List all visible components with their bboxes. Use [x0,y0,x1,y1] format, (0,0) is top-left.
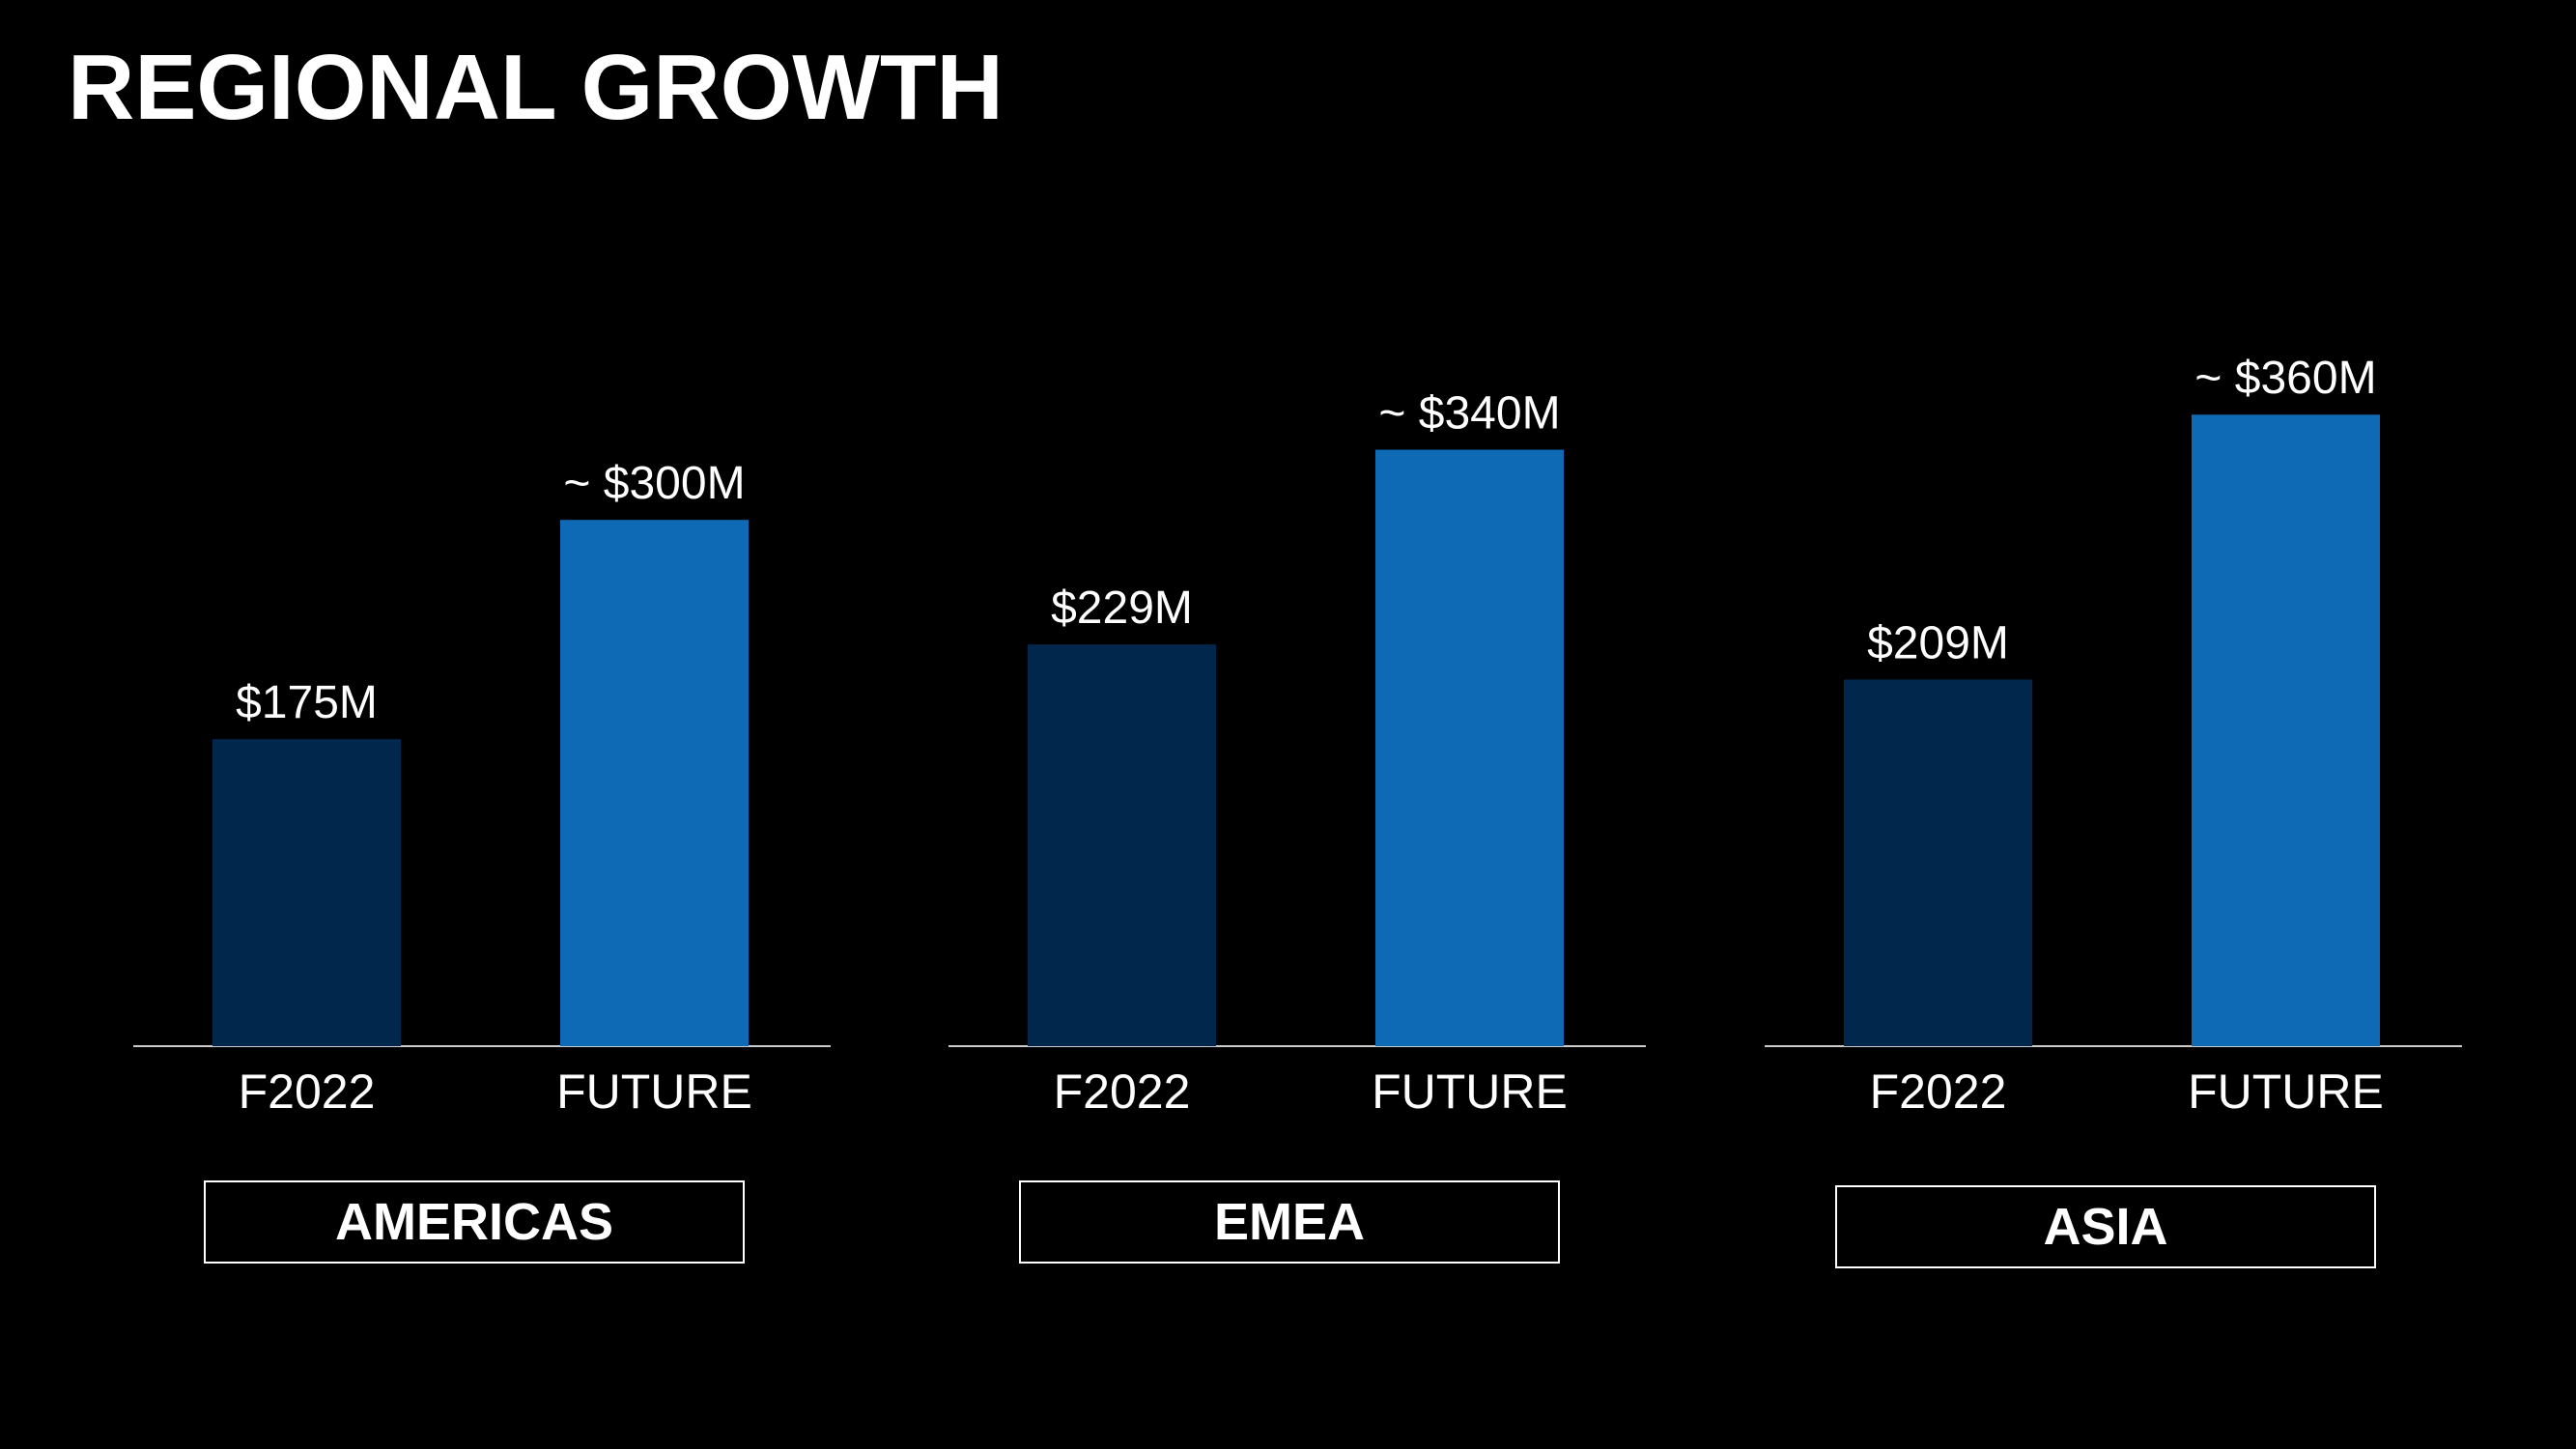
region-label-emea: EMEA [1019,1180,1560,1264]
emea-bar-f2022 [1028,644,1216,1046]
region-label-asia: ASIA [1835,1185,2376,1268]
emea-category-label-f2022: F2022 [1054,1065,1191,1119]
americas-bar-future [560,520,749,1046]
asia-bar-future [2192,414,2380,1046]
emea-value-label-f2022: $229M [1051,582,1193,634]
page-title: REGIONAL GROWTH [68,36,1004,139]
emea-value-label-future: ~ $340M [1378,388,1560,440]
emea-bar-future [1375,449,1564,1046]
asia-category-label-future: FUTURE [2188,1065,2384,1119]
americas-bar-f2022 [212,739,401,1046]
asia-value-label-f2022: $209M [1867,617,2009,668]
americas-category-label-f2022: F2022 [239,1065,376,1119]
emea-category-label-future: FUTURE [1372,1065,1568,1119]
region-label-americas: AMERICAS [204,1180,745,1264]
asia-category-label-f2022: F2022 [1870,1065,2007,1119]
americas-value-label-future: ~ $300M [563,458,745,509]
americas-value-label-f2022: $175M [236,677,378,728]
asia-value-label-future: ~ $360M [2194,353,2376,404]
americas-category-label-future: FUTURE [556,1065,752,1119]
asia-bar-f2022 [1844,679,2032,1046]
